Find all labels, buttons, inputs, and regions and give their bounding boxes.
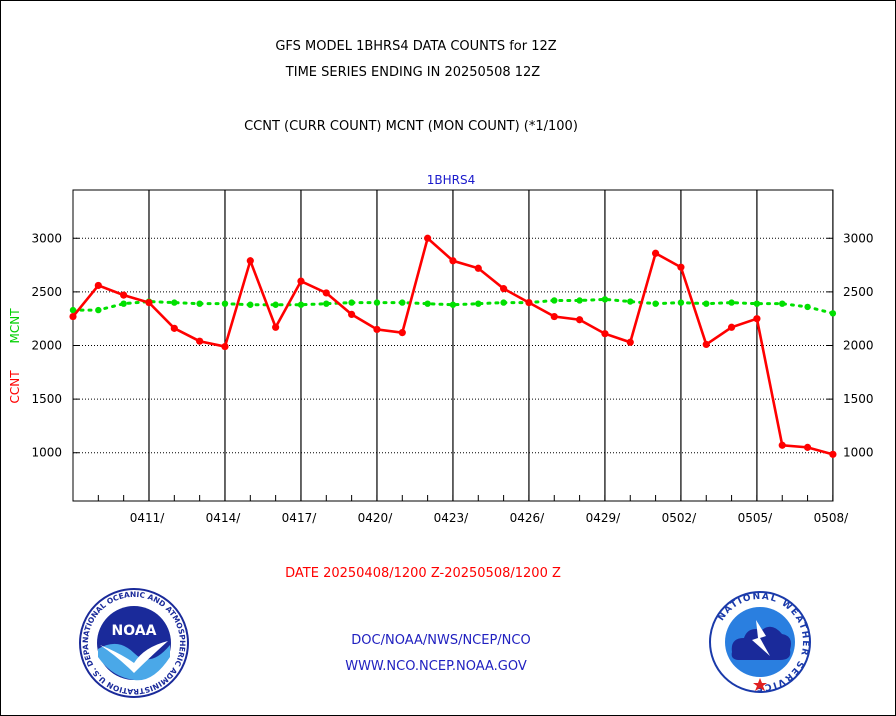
data-point-ccnt: [196, 337, 204, 345]
data-point-mcnt: [601, 296, 609, 303]
x-tick-label: 0508/: [814, 511, 850, 525]
x-tick-label: 0417/: [282, 511, 318, 525]
data-point-ccnt: [702, 340, 710, 349]
data-point-mcnt: [703, 300, 710, 307]
data-point-ccnt: [170, 324, 178, 332]
data-point-mcnt: [95, 306, 102, 314]
data-point-mcnt: [323, 300, 330, 307]
data-point-mcnt: [500, 299, 507, 306]
nws-logo: NATIONAL WEATHER SERVICE: [709, 591, 811, 693]
data-point-ccnt: [576, 316, 584, 324]
data-point-ccnt: [803, 443, 812, 451]
x-tick-label: 0426/: [510, 511, 546, 525]
data-point-mcnt: [196, 300, 203, 307]
data-point-mcnt: [221, 300, 229, 307]
data-point-mcnt: [171, 299, 178, 306]
data-point-ccnt: [525, 299, 533, 307]
data-point-ccnt: [348, 310, 356, 318]
y-tick-label-right: 1000: [843, 446, 874, 460]
x-tick-label: 0411/: [130, 511, 166, 525]
data-point-mcnt: [576, 297, 583, 304]
y-tick-label-left: 1500: [31, 392, 62, 406]
data-point-mcnt: [677, 299, 685, 306]
data-point-ccnt: [550, 312, 558, 321]
y-tick-label-right: 1500: [843, 392, 874, 406]
y-tick-label-left: 2500: [31, 285, 62, 299]
x-tick-label: 0502/: [662, 511, 698, 525]
data-point-ccnt: [601, 330, 609, 338]
data-point-ccnt: [651, 249, 660, 257]
data-point-ccnt: [297, 277, 305, 285]
data-point-ccnt: [221, 342, 229, 351]
x-tick-label: 0420/: [358, 511, 394, 525]
data-point-ccnt: [120, 291, 128, 299]
y-axis-label-mcnt: MCNT: [8, 308, 22, 344]
data-point-mcnt: [728, 299, 735, 306]
data-point-mcnt: [804, 303, 811, 311]
data-point-ccnt: [398, 329, 406, 337]
noaa-wordmark: NOAA: [112, 623, 157, 639]
data-point-mcnt: [120, 300, 127, 307]
data-point-mcnt: [69, 306, 77, 314]
data-point-mcnt: [829, 310, 837, 317]
x-tick-label: 0505/: [738, 511, 774, 525]
chart-header-line-3: CCNT (CURR COUNT) MCNT (MON COUNT) (*1/1…: [244, 119, 578, 134]
data-point-mcnt: [424, 300, 431, 307]
data-point-mcnt: [449, 301, 457, 308]
data-point-mcnt: [627, 298, 634, 305]
x-tick-label: 0414/: [206, 511, 242, 525]
y-tick-label-right: 2000: [843, 339, 874, 353]
data-point-ccnt: [626, 338, 634, 346]
y-tick-label-left: 2000: [31, 339, 62, 353]
data-point-mcnt: [348, 299, 355, 306]
data-point-ccnt: [424, 234, 432, 242]
data-point-ccnt: [753, 315, 761, 323]
noaa-logo: NATIONAL OCEANIC AND ATMOSPHERIC ADMINIS…: [78, 587, 189, 698]
y-tick-label-left: 1000: [31, 446, 62, 460]
chart-header-line-2: TIME SERIES ENDING IN 20250508 12Z: [285, 65, 541, 80]
y-tick-label-right: 2500: [843, 285, 874, 299]
data-point-ccnt: [145, 299, 153, 307]
data-point-mcnt: [551, 297, 558, 304]
y-axis-label-ccnt: CCNT: [8, 370, 22, 404]
data-point-ccnt: [727, 323, 736, 331]
data-point-ccnt: [246, 257, 254, 265]
data-point-mcnt: [297, 301, 305, 308]
data-point-mcnt: [475, 300, 482, 307]
data-point-mcnt: [247, 301, 254, 308]
y-tick-label-left: 3000: [31, 231, 62, 245]
data-point-ccnt: [272, 323, 280, 331]
data-point-mcnt: [779, 300, 786, 307]
data-point-ccnt: [322, 289, 330, 297]
data-point-ccnt: [829, 450, 837, 458]
data-point-mcnt: [373, 299, 381, 306]
data-point-mcnt: [652, 300, 659, 307]
data-point-ccnt: [449, 257, 457, 265]
data-point-mcnt: [272, 301, 279, 308]
data-point-ccnt: [677, 263, 685, 271]
x-axis-date-range: DATE 20250408/1200 Z-20250508/1200 Z: [285, 566, 561, 581]
x-tick-label: 0429/: [586, 511, 622, 525]
data-point-ccnt: [778, 441, 786, 449]
x-tick-label: 0423/: [434, 511, 470, 525]
chart-title: 1BHRS4: [427, 173, 475, 187]
y-tick-label-right: 3000: [843, 231, 874, 245]
data-point-mcnt: [753, 300, 761, 307]
data-point-mcnt: [399, 299, 406, 306]
footer-org-path: DOC/NOAA/NWS/NCEP/NCO: [351, 633, 531, 648]
data-point-ccnt: [500, 285, 508, 293]
data-point-ccnt: [373, 325, 381, 334]
chart-header-line-1: GFS MODEL 1BHRS4 DATA COUNTS for 12Z: [275, 39, 557, 54]
data-point-ccnt: [69, 312, 77, 321]
data-point-ccnt: [94, 281, 102, 290]
footer-website: WWW.NCO.NCEP.NOAA.GOV: [345, 659, 527, 674]
data-point-ccnt: [474, 264, 482, 272]
